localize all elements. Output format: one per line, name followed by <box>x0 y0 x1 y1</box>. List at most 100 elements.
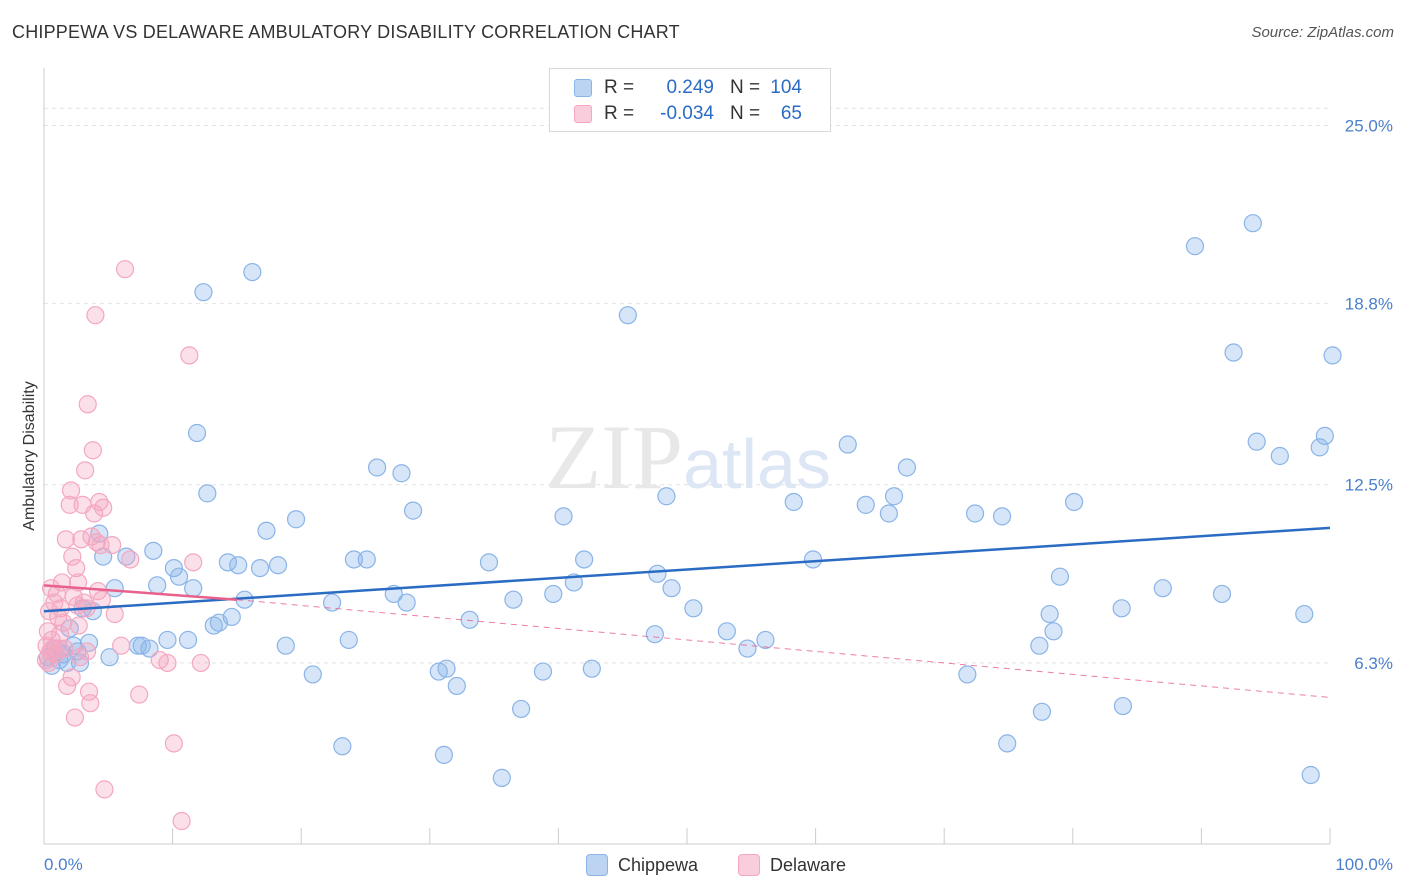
stats-legend: R = 0.249 N = 104 R = -0.034 N = 65 <box>549 68 831 132</box>
chippewa-point <box>717 622 736 641</box>
chippewa-point <box>339 630 358 650</box>
chippewa-point <box>897 458 917 477</box>
chippewa-point <box>1224 343 1243 362</box>
delaware-trend-line <box>43 584 237 601</box>
chippewa-point <box>437 659 456 678</box>
delaware-point <box>67 558 86 578</box>
chippewa-point <box>645 625 664 644</box>
series-legend-delaware: Delaware <box>738 852 846 878</box>
chippewa-point <box>268 556 288 575</box>
delaware-point <box>63 547 82 566</box>
chippewa-point <box>1153 579 1172 598</box>
chippewa-point <box>1247 432 1266 451</box>
x-tick-label-min: 0.0% <box>44 855 83 874</box>
chippewa-point <box>479 553 499 572</box>
delaware-point <box>78 395 97 414</box>
y-tick-label: 25.0% <box>1345 116 1393 135</box>
watermark-atlas: atlas <box>683 425 831 503</box>
delaware-point <box>83 441 102 460</box>
axis-layer <box>43 68 1331 845</box>
delaware-point <box>50 625 70 644</box>
chippewa-point <box>803 550 823 569</box>
chippewa-point <box>582 659 601 678</box>
chippewa-point <box>276 636 295 655</box>
chippewa-point <box>1295 604 1314 624</box>
chippewa-point <box>148 576 167 595</box>
chippewa-point <box>322 593 342 612</box>
chippewa-point <box>1064 492 1084 512</box>
chippewa-point <box>1112 599 1131 618</box>
delaware-point <box>86 306 105 325</box>
delaware-point <box>158 653 177 673</box>
delaware-point <box>77 642 97 661</box>
chart-title: CHIPPEWA VS DELAWARE AMBULATORY DISABILI… <box>12 22 680 42</box>
chippewa-point <box>1040 604 1059 624</box>
legend-n-label: N = <box>730 103 761 124</box>
legend-row-delaware: R = -0.034 N = 65 <box>574 101 802 127</box>
chippewa-point <box>1243 214 1262 233</box>
delaware-point <box>184 553 203 572</box>
watermark: ZIPatlas <box>545 406 831 508</box>
chippewa-point <box>357 550 376 569</box>
chippewa-point <box>998 734 1017 753</box>
legend-n-value: 104 <box>770 77 802 98</box>
chippewa-point <box>367 458 387 477</box>
chippewa-point <box>194 283 213 302</box>
delaware-point <box>112 636 131 655</box>
delaware-legend-swatch <box>738 854 760 876</box>
chippewa-point <box>257 521 276 540</box>
chippewa-point <box>1050 567 1070 586</box>
chippewa-swatch <box>574 79 592 97</box>
chippewa-point <box>618 306 637 325</box>
chippewa-legend-swatch <box>586 854 608 876</box>
y-tick-label: 6.3% <box>1354 654 1393 673</box>
legend-n-value: 65 <box>780 103 802 124</box>
chippewa-point <box>140 639 159 658</box>
chippewa-point <box>1270 446 1289 466</box>
delaware-point <box>81 694 100 713</box>
delaware-point <box>55 639 74 658</box>
delaware-trend-extension <box>236 599 1331 698</box>
delaware-point <box>180 346 199 365</box>
chippewa-point <box>1301 765 1320 785</box>
delaware-point <box>36 650 56 670</box>
chippewa-point <box>243 262 262 282</box>
chart-source: Source: ZipAtlas.com <box>1251 24 1394 41</box>
chippewa-point <box>70 653 90 673</box>
delaware-point <box>60 495 79 514</box>
chippewa-point <box>1323 346 1342 365</box>
delaware-point <box>191 653 210 673</box>
delaware-point <box>172 811 191 831</box>
chippewa-point <box>662 579 681 598</box>
chippewa-point <box>164 558 183 578</box>
chippewa-legend-label: Chippewa <box>618 854 699 875</box>
delaware-point <box>65 708 84 727</box>
chippewa-point <box>169 567 189 586</box>
chippewa-point <box>879 504 899 523</box>
legend-n-label: N = <box>730 77 761 98</box>
chippewa-point <box>756 630 775 650</box>
delaware-point <box>61 481 81 500</box>
delaware-point <box>164 734 183 753</box>
chippewa-point <box>392 464 411 483</box>
chippewa-point <box>178 630 198 650</box>
chippewa-point <box>657 487 676 506</box>
delaware-point <box>94 498 113 517</box>
chippewa-point <box>218 553 237 572</box>
series-legend-chippewa: Chippewa <box>586 852 698 878</box>
chippewa-point <box>1044 622 1063 641</box>
chippewa-point <box>512 699 531 719</box>
delaware-point <box>41 579 61 598</box>
y-tick-label: 12.5% <box>1345 476 1393 495</box>
chippewa-point <box>198 484 217 503</box>
y-tick-labels: 25.0% 18.8% 12.5% 6.3% <box>1345 116 1393 672</box>
chippewa-point <box>965 504 985 523</box>
chippewa-point <box>856 495 875 514</box>
chippewa-point <box>648 564 667 583</box>
chippewa-point <box>1032 702 1052 721</box>
delaware-point <box>62 668 81 687</box>
chippewa-point <box>784 492 803 512</box>
chippewa-point <box>204 616 223 635</box>
chippewa-point <box>992 507 1012 526</box>
legend-r-label: R = <box>604 77 635 98</box>
